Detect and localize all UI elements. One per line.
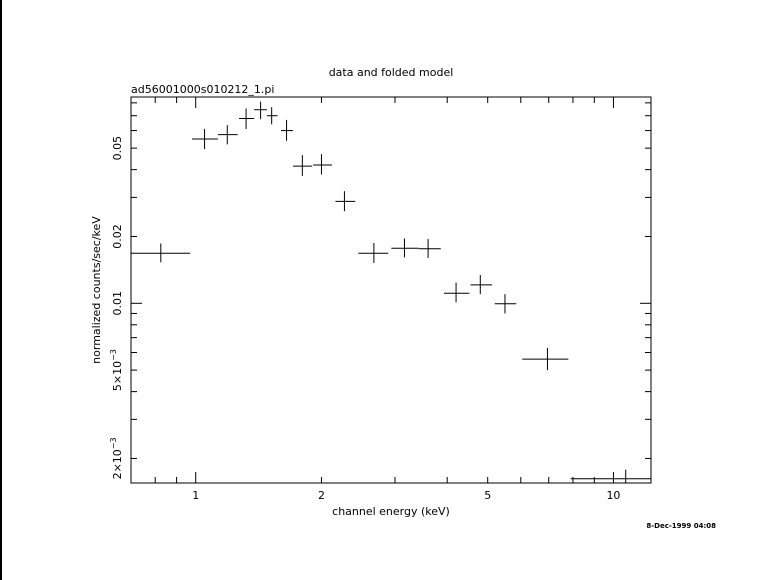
data-points bbox=[131, 101, 651, 483]
data-point bbox=[280, 119, 294, 141]
x-axis: 1 2 5 10 bbox=[130, 97, 620, 502]
y-tick-label: 2×10−3 bbox=[109, 437, 124, 479]
data-point bbox=[494, 294, 517, 314]
x-tick-label: 1 bbox=[192, 489, 199, 502]
data-point bbox=[239, 108, 255, 129]
y-tick-label: 0.02 bbox=[111, 224, 124, 249]
data-point bbox=[418, 238, 441, 258]
data-point bbox=[192, 128, 218, 150]
data-point bbox=[293, 155, 313, 176]
x-tick-label: 2 bbox=[318, 489, 325, 502]
data-point bbox=[470, 275, 492, 295]
data-point bbox=[335, 191, 356, 212]
y-axis: 2×10−3 5×10−3 0.01 0.02 0.05 bbox=[109, 102, 651, 479]
data-point bbox=[131, 243, 191, 263]
data-point bbox=[444, 282, 470, 303]
data-point bbox=[313, 154, 333, 175]
plot-frame bbox=[130, 96, 652, 484]
chart-title: data and folded model bbox=[329, 66, 454, 79]
chart-subtitle: ad56001000s010212_1.pi bbox=[131, 83, 274, 96]
left-edge-rule bbox=[0, 0, 2, 580]
x-tick-label: 5 bbox=[484, 489, 491, 502]
x-axis-label: channel energy (keV) bbox=[332, 505, 450, 518]
x-tick-label: 10 bbox=[606, 489, 620, 502]
y-tick-label: 5×10−3 bbox=[109, 349, 124, 391]
data-point bbox=[522, 347, 569, 371]
y-tick-label: 0.05 bbox=[111, 136, 124, 161]
footer-timestamp: 8-Dec-1999 04:08 bbox=[646, 522, 716, 530]
data-point bbox=[266, 107, 278, 125]
data-point bbox=[254, 101, 267, 120]
data-point bbox=[570, 469, 651, 483]
data-point bbox=[391, 238, 419, 258]
y-tick-label: 0.01 bbox=[111, 291, 124, 316]
data-point bbox=[217, 125, 238, 145]
y-axis-label: normalized counts/sec/keV bbox=[90, 216, 103, 364]
data-point bbox=[358, 242, 389, 263]
